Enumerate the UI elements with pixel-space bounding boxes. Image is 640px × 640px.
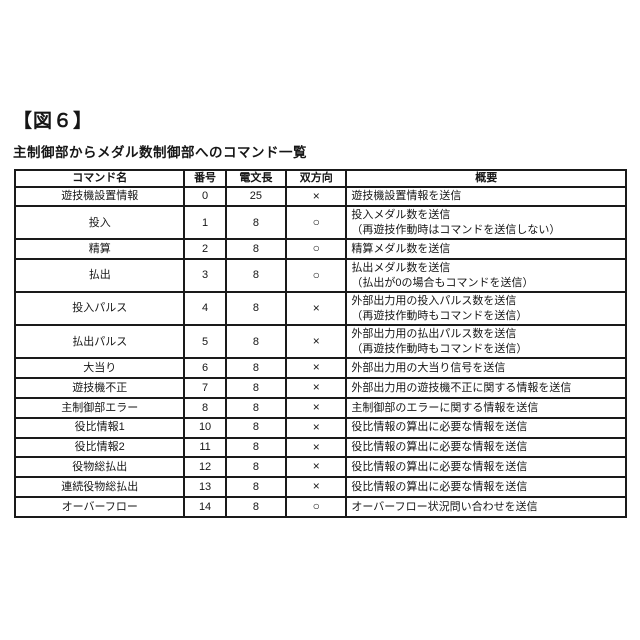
- bidirectional-cell: ○: [285, 496, 348, 518]
- command-name-cell: 払出: [13, 258, 186, 294]
- number-cell: 14: [183, 496, 227, 518]
- table-row: 主制御部エラー 8 8 × 主制御部のエラーに関する情報を送信: [13, 396, 627, 419]
- message-length-cell: 8: [224, 205, 288, 241]
- bidirectional-cell: ×: [285, 396, 348, 419]
- table-row: オーバーフロー 14 8 ○ オーバーフロー状況問い合わせを送信: [13, 496, 627, 518]
- command-name-cell: 役比情報2: [13, 436, 186, 459]
- table-row: 投入 1 8 ○ 投入メダル数を送信 （再遊技作動時はコマンドを送信しない）: [13, 205, 627, 241]
- bidirectional-cell: ×: [285, 185, 348, 208]
- command-name-cell: 連続役物総払出: [13, 476, 186, 499]
- message-length-cell: 8: [224, 291, 288, 327]
- message-length-cell: 8: [224, 436, 288, 459]
- bidirectional-cell: ○: [285, 205, 348, 241]
- summary-cell: 主制御部のエラーに関する情報を送信: [345, 396, 627, 419]
- table-title: 主制御部からメダル数制御部へのコマンド一覧: [13, 145, 307, 160]
- command-name-cell: 遊技機不正: [13, 377, 186, 399]
- summary-cell: 外部出力用の大当り信号を送信: [345, 357, 627, 380]
- command-name-cell: 投入パルス: [13, 291, 186, 327]
- table-row: 遊技機不正 7 8 × 外部出力用の遊技機不正に関する情報を送信: [13, 377, 627, 399]
- bidirectional-cell: ×: [285, 291, 348, 327]
- bidirectional-cell: ×: [285, 416, 348, 439]
- table-row: 大当り 6 8 × 外部出力用の大当り信号を送信: [13, 357, 627, 380]
- command-name-cell: 払出パルス: [13, 324, 186, 360]
- bidirectional-cell: ×: [285, 456, 348, 479]
- summary-cell: 遊技機設置情報を送信: [345, 185, 627, 208]
- bidirectional-cell: ×: [285, 324, 348, 360]
- command-name-cell: 精算: [13, 238, 186, 261]
- summary-cell: 投入メダル数を送信 （再遊技作動時はコマンドを送信しない）: [345, 205, 627, 241]
- message-length-cell: 8: [224, 416, 288, 439]
- message-length-cell: 8: [224, 476, 288, 499]
- command-name-cell: 投入: [13, 205, 186, 241]
- bidirectional-cell: ○: [285, 258, 348, 294]
- table-row: 役物総払出 12 8 × 役比情報の算出に必要な情報を送信: [13, 456, 627, 479]
- number-cell: 11: [183, 436, 227, 459]
- number-cell: 8: [183, 396, 227, 419]
- bidirectional-cell: ×: [285, 436, 348, 459]
- table-row: 役比情報1 10 8 × 役比情報の算出に必要な情報を送信: [13, 416, 627, 439]
- table-row: 払出 3 8 ○ 払出メダル数を送信 （払出が0の場合もコマンドを送信）: [13, 258, 627, 294]
- summary-cell: 役比情報の算出に必要な情報を送信: [345, 416, 627, 439]
- command-name-cell: オーバーフロー: [13, 496, 186, 518]
- number-cell: 7: [183, 377, 227, 399]
- header-number: 番号: [183, 169, 227, 188]
- table-row: 投入パルス 4 8 × 外部出力用の投入パルス数を送信 （再遊技作動時もコマンド…: [13, 291, 627, 327]
- message-length-cell: 8: [224, 496, 288, 518]
- message-length-cell: 8: [224, 377, 288, 399]
- table-row: 遊技機設置情報 0 25 × 遊技機設置情報を送信: [13, 185, 627, 208]
- summary-cell: 役比情報の算出に必要な情報を送信: [345, 456, 627, 479]
- command-name-cell: 遊技機設置情報: [13, 185, 186, 208]
- bidirectional-cell: ×: [285, 377, 348, 399]
- number-cell: 5: [183, 324, 227, 360]
- command-name-cell: 役物総払出: [13, 456, 186, 479]
- summary-cell: 役比情報の算出に必要な情報を送信: [345, 436, 627, 459]
- table-row: 役比情報2 11 8 × 役比情報の算出に必要な情報を送信: [13, 436, 627, 459]
- number-cell: 0: [183, 185, 227, 208]
- bidirectional-cell: ×: [285, 357, 348, 380]
- message-length-cell: 8: [224, 238, 288, 261]
- message-length-cell: 8: [224, 396, 288, 419]
- header-row: コマンド名 番号 電文長 双方向 概要: [13, 169, 627, 188]
- number-cell: 13: [183, 476, 227, 499]
- header-summary: 概要: [345, 169, 627, 188]
- command-table-header: コマンド名 番号 電文長 双方向 概要: [13, 169, 627, 188]
- message-length-cell: 8: [224, 324, 288, 360]
- summary-cell: オーバーフロー状況問い合わせを送信: [345, 496, 627, 518]
- command-name-cell: 大当り: [13, 357, 186, 380]
- message-length-cell: 8: [224, 357, 288, 380]
- summary-cell: 外部出力用の投入パルス数を送信 （再遊技作動時もコマンドを送信）: [345, 291, 627, 327]
- table-row: 連続役物総払出 13 8 × 役比情報の算出に必要な情報を送信: [13, 476, 627, 499]
- summary-cell: 外部出力用の遊技機不正に関する情報を送信: [345, 377, 627, 399]
- number-cell: 4: [183, 291, 227, 327]
- number-cell: 12: [183, 456, 227, 479]
- command-name-cell: 役比情報1: [13, 416, 186, 439]
- number-cell: 10: [183, 416, 227, 439]
- number-cell: 6: [183, 357, 227, 380]
- command-table: コマンド名 番号 電文長 双方向 概要 遊技機設置情報 0 25 × 遊技機設置…: [13, 169, 627, 518]
- bidirectional-cell: ○: [285, 238, 348, 261]
- table-row: 払出パルス 5 8 × 外部出力用の払出パルス数を送信 （再遊技作動時もコマンド…: [13, 324, 627, 360]
- number-cell: 3: [183, 258, 227, 294]
- header-message-length: 電文長: [224, 169, 288, 188]
- number-cell: 2: [183, 238, 227, 261]
- message-length-cell: 25: [224, 185, 288, 208]
- number-cell: 1: [183, 205, 227, 241]
- bidirectional-cell: ×: [285, 476, 348, 499]
- header-bidirectional: 双方向: [285, 169, 348, 188]
- command-name-cell: 主制御部エラー: [13, 396, 186, 419]
- table-row: 精算 2 8 ○ 精算メダル数を送信: [13, 238, 627, 261]
- summary-cell: 外部出力用の払出パルス数を送信 （再遊技作動時もコマンドを送信）: [345, 324, 627, 360]
- summary-cell: 払出メダル数を送信 （払出が0の場合もコマンドを送信）: [345, 258, 627, 294]
- command-table-body: 遊技機設置情報 0 25 × 遊技機設置情報を送信 投入 1 8 ○ 投入メダル…: [13, 185, 627, 518]
- message-length-cell: 8: [224, 456, 288, 479]
- header-command-name: コマンド名: [13, 169, 186, 188]
- summary-cell: 精算メダル数を送信: [345, 238, 627, 261]
- summary-cell: 役比情報の算出に必要な情報を送信: [345, 476, 627, 499]
- figure-label: 【図６】: [13, 111, 94, 132]
- message-length-cell: 8: [224, 258, 288, 294]
